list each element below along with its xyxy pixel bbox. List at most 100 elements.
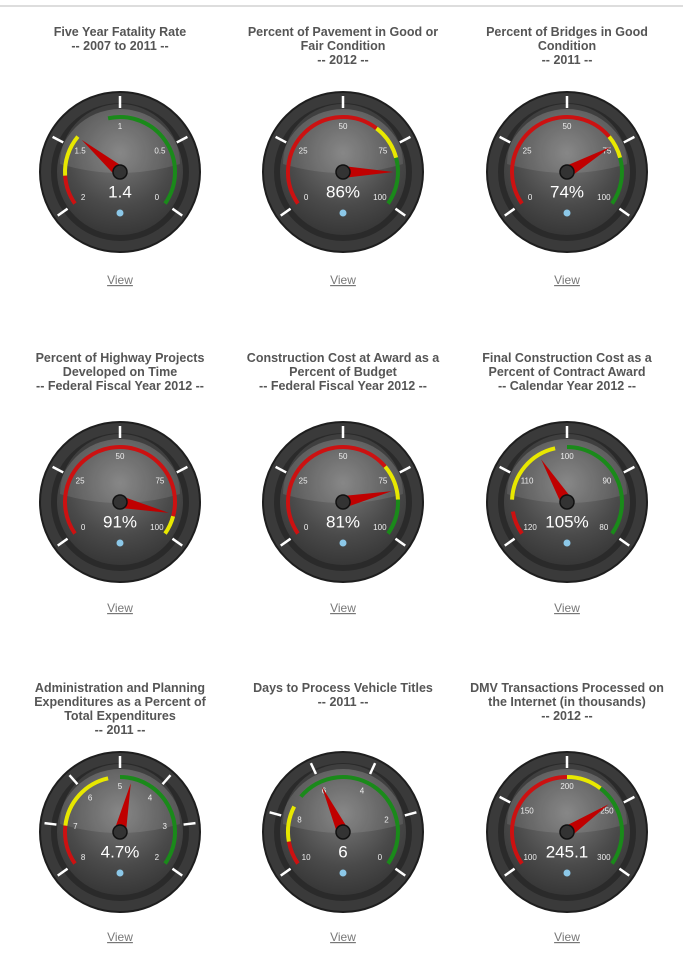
gauge-value: 105% [545, 512, 588, 531]
indicator-dot [340, 540, 347, 547]
tick-label: 100 [150, 523, 164, 532]
tick-label: 1 [118, 122, 123, 131]
tick-label: 4 [360, 786, 365, 795]
indicator-dot [564, 540, 571, 547]
hub [336, 825, 350, 839]
gauge-subtitle: -- Calendar Year 2012 -- [498, 379, 636, 393]
tick-label: 300 [597, 853, 611, 862]
tick-label: 25 [299, 146, 308, 155]
tick-label: 100 [597, 193, 611, 202]
gauge-title: Final Construction Cost as a [482, 351, 653, 365]
gauge-title: DMV Transactions Processed on [470, 681, 664, 695]
tick-label: 25 [76, 476, 85, 485]
gauge-title: Construction Cost at Award as a [247, 351, 440, 365]
gauge-subtitle: -- 2007 to 2011 -- [71, 39, 168, 53]
tick-label: 100 [373, 523, 387, 532]
gauge-value: 74% [550, 182, 584, 201]
page: Five Year Fatality Rate-- 2007 to 2011 -… [0, 0, 683, 959]
view-link[interactable]: View [554, 273, 580, 287]
view-link[interactable]: View [554, 601, 580, 615]
gauge: 100150200250300245.1 [487, 752, 647, 912]
view-link[interactable]: View [554, 930, 580, 944]
tick-label: 150 [520, 806, 534, 815]
tick-label: 50 [339, 122, 348, 131]
gauge-title: Condition [538, 39, 596, 53]
gauge-title: Percent of Contract Award [489, 365, 646, 379]
gauge: 0 25 50 75 100 91% [40, 422, 200, 582]
gauge-value: 91% [103, 512, 137, 531]
view-link[interactable]: View [330, 601, 356, 615]
tick-label: 0.5 [154, 146, 166, 155]
gauge-title: Expenditures as a Percent of [34, 695, 206, 709]
gauge-value: 81% [326, 512, 360, 531]
gauge-value: 245.1 [546, 842, 589, 861]
gauge-subtitle: -- Federal Fiscal Year 2012 -- [259, 379, 427, 393]
tick-label: 110 [521, 476, 534, 485]
gauge: 10864206 [263, 752, 423, 912]
gauge-title: Five Year Fatality Rate [54, 25, 187, 39]
tick-label: 2 [81, 193, 86, 202]
gauge-title: Percent of Pavement in Good or [248, 25, 438, 39]
indicator-dot [117, 540, 124, 547]
tick-label: 50 [563, 122, 572, 131]
tick-label: 4 [148, 793, 153, 802]
tick-label: 90 [602, 476, 611, 485]
tick-label: 100 [523, 853, 537, 862]
gauge-subtitle: -- Federal Fiscal Year 2012 -- [36, 379, 204, 393]
tick-label: 8 [81, 853, 86, 862]
view-link[interactable]: View [330, 273, 356, 287]
gauge-value: 86% [326, 182, 360, 201]
gauge: 025507510074% [487, 92, 647, 252]
dashboard: Five Year Fatality Rate-- 2007 to 2011 -… [0, 0, 683, 959]
gauge-title: Percent of Budget [289, 365, 397, 379]
view-link[interactable]: View [107, 273, 133, 287]
gauge-subtitle: -- 2011 -- [95, 723, 146, 737]
tick-label: 6 [88, 793, 93, 802]
gauge-title: Percent of Highway Projects [36, 351, 205, 365]
tick-label: 120 [523, 523, 537, 532]
tick-label: 1.5 [75, 146, 87, 155]
tick-label: 75 [155, 476, 164, 485]
tick-label: 3 [162, 822, 167, 831]
tick-label: 7 [73, 822, 78, 831]
tick-label: 0 [155, 193, 160, 202]
gauge-title: Percent of Bridges in Good [486, 25, 648, 39]
tick-label: 0 [528, 193, 533, 202]
gauge-value: 1.4 [108, 182, 132, 201]
tick-label: 100 [373, 193, 387, 202]
gauge-subtitle: -- 2012 -- [317, 53, 368, 67]
tick-label: 0 [304, 523, 309, 532]
gauge-title: Fair Condition [301, 39, 386, 53]
gauge-subtitle: -- 2012 -- [541, 709, 592, 723]
tick-label: 50 [116, 452, 125, 461]
view-link[interactable]: View [107, 601, 133, 615]
gauge-title: Days to Process Vehicle Titles [253, 681, 433, 695]
view-link[interactable]: View [107, 930, 133, 944]
tick-label: 0 [81, 523, 86, 532]
gauge-value: 4.7% [101, 842, 140, 861]
hub [560, 495, 574, 509]
view-link[interactable]: View [330, 930, 356, 944]
tick-label: 0 [378, 853, 383, 862]
tick-label: 50 [339, 452, 348, 461]
indicator-dot [117, 870, 124, 877]
gauge-subtitle: -- 2011 -- [542, 53, 593, 67]
tick-label: 25 [523, 146, 532, 155]
gauge-title: the Internet (in thousands) [488, 695, 646, 709]
hub [336, 495, 350, 509]
tick-label: 200 [560, 782, 574, 791]
tick-label: 2 [155, 853, 160, 862]
indicator-dot [564, 210, 571, 217]
tick-label: 10 [302, 853, 311, 862]
indicator-dot [117, 210, 124, 217]
tick-label: 80 [599, 523, 608, 532]
gauge-title: Developed on Time [63, 365, 177, 379]
tick-label: 75 [378, 146, 387, 155]
tick-label: 5 [118, 782, 123, 791]
tick-mark [45, 823, 57, 824]
gauge: 0 25 50 75 100 86% [263, 92, 423, 252]
tick-label: 0 [304, 193, 309, 202]
gauge: 8 7 6 5 4 3 2 4.7% [40, 752, 200, 912]
hub [336, 165, 350, 179]
